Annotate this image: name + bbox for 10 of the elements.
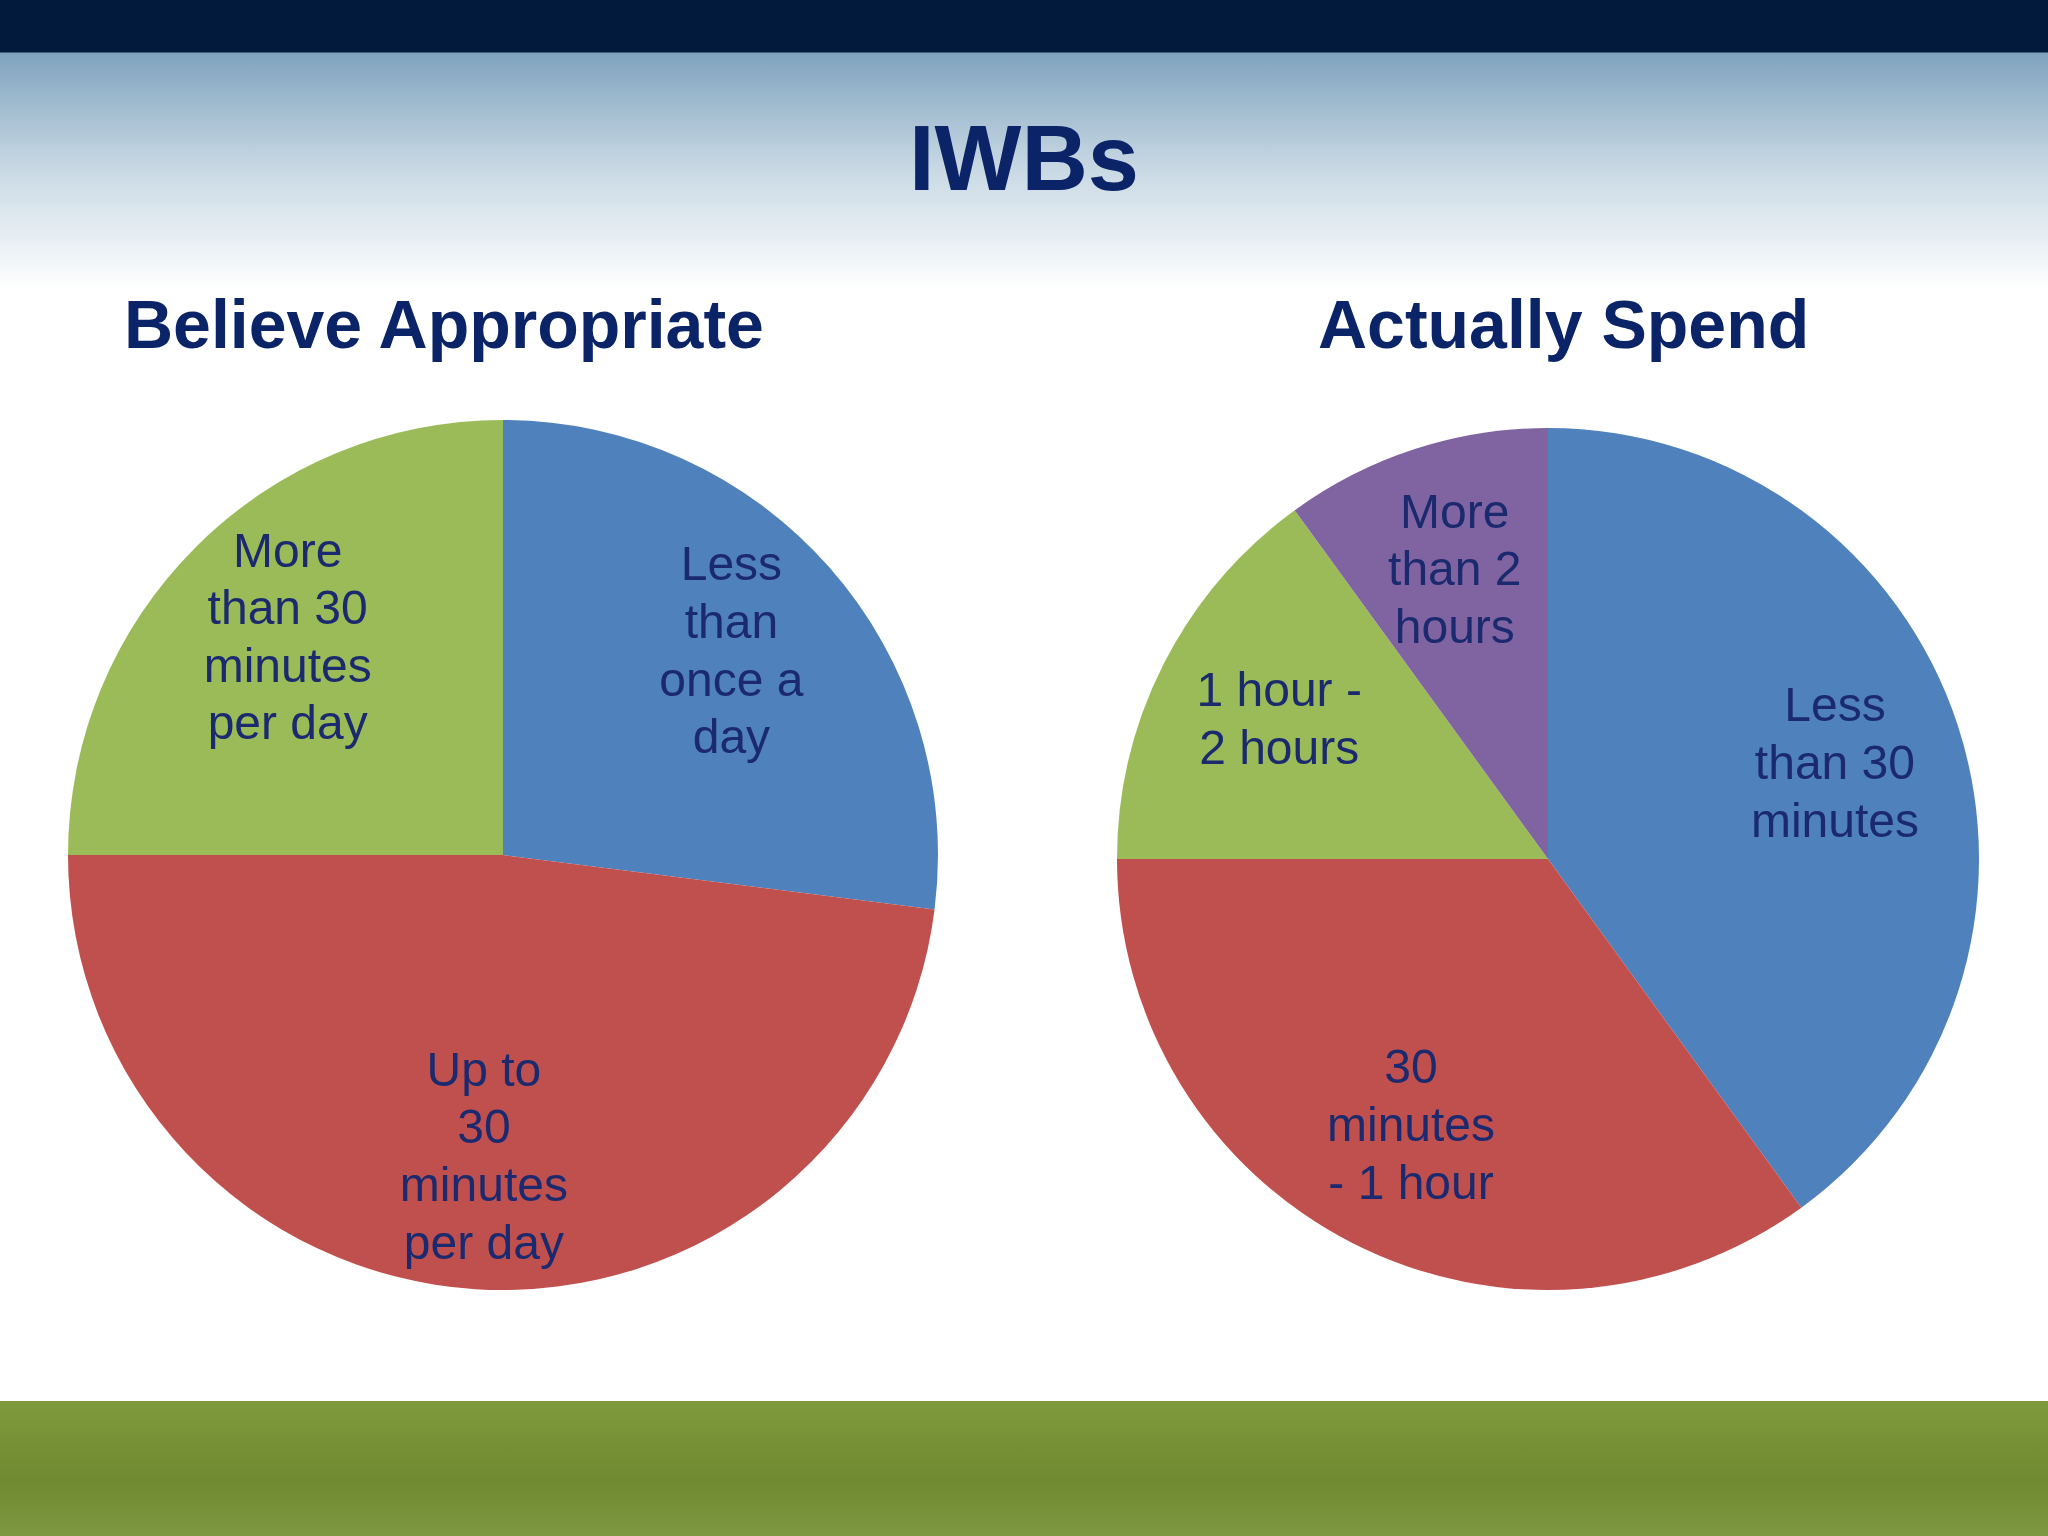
slice-label: 30 minutes - 1 hour — [1326, 1040, 1496, 1209]
slice-label: Up to 30 minutes per day — [399, 1042, 568, 1269]
text: IWBs — [908, 107, 1140, 209]
slice-label: Less than once a day — [659, 537, 804, 764]
slice-label: More than 2 hours — [1388, 484, 1522, 653]
slice-label: Less than 30 minutes — [1750, 678, 1919, 847]
slice-label: 1 hour - 2 hours — [1196, 663, 1362, 775]
chart-title: Actually Spend — [1318, 286, 1810, 362]
slice-label: More than 30 minutes per day — [203, 523, 372, 750]
chart-title: Believe Appropriate — [124, 286, 764, 362]
